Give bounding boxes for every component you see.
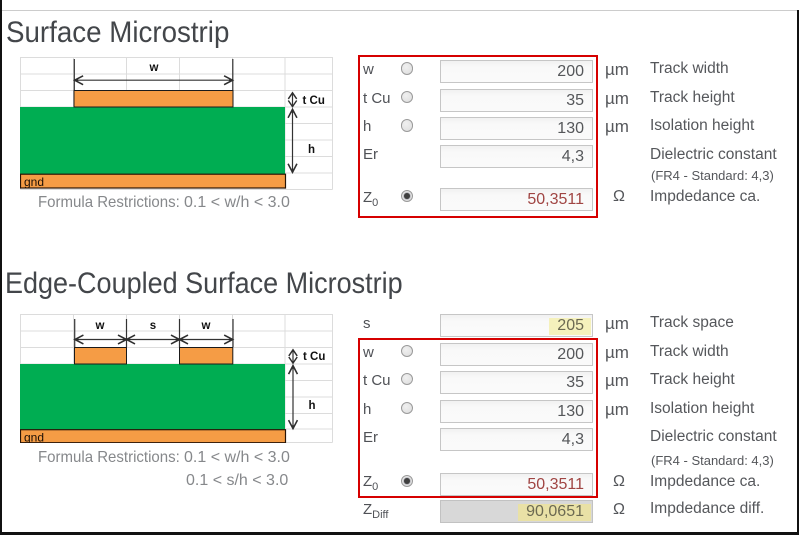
svg-text:gnd: gnd	[24, 431, 44, 444]
svg-text:gnd: gnd	[24, 175, 44, 189]
svg-text:w: w	[95, 320, 105, 332]
svg-text:h: h	[308, 144, 315, 156]
svg-text:t Cu: t Cu	[303, 351, 325, 363]
svg-text:s: s	[150, 320, 156, 332]
svg-text:w: w	[201, 320, 211, 332]
svg-text:h: h	[309, 400, 316, 412]
svg-text:t Cu: t Cu	[303, 95, 325, 107]
svg-text:w: w	[149, 62, 159, 74]
